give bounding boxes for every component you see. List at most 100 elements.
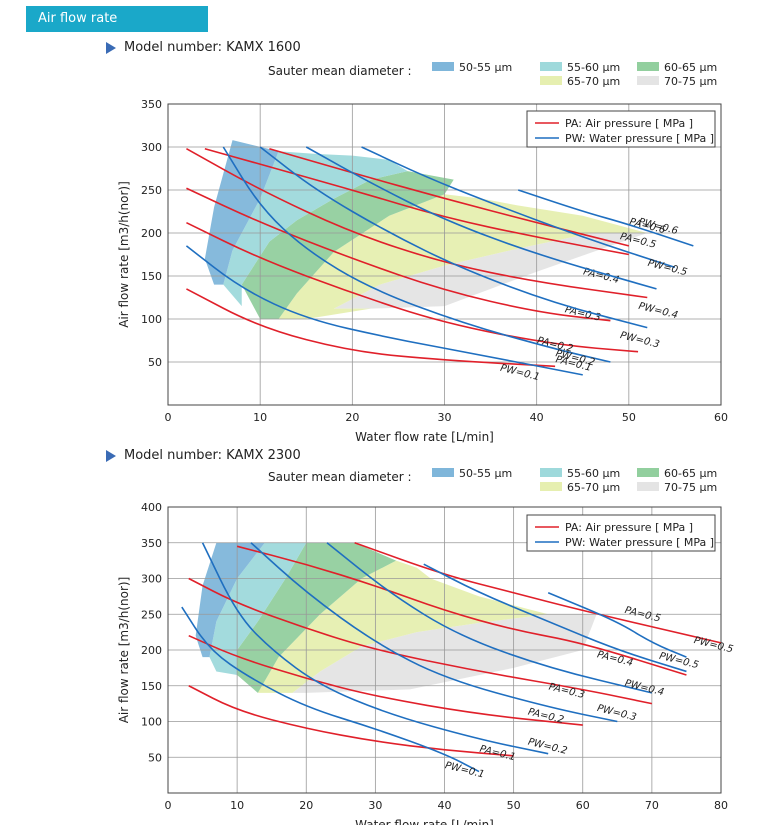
y-tick-label: 50 [148, 356, 162, 369]
smd-legend-swatch [432, 468, 454, 477]
series-line-pa-0-4 [236, 545, 687, 676]
line-legend-label: PA: Air pressure [ MPa ] [565, 521, 693, 534]
x-tick-label: 10 [230, 799, 244, 812]
series-line-pw-0-5 [423, 563, 687, 673]
series-line-pw-0-4 [326, 542, 653, 694]
y-tick-label: 350 [141, 98, 162, 111]
smd-legend-swatch [540, 482, 562, 491]
y-tick-label: 300 [141, 573, 162, 586]
smd-legend-swatch [637, 76, 659, 85]
series-line-pw-0-5 [361, 146, 676, 269]
x-tick-label: 60 [576, 799, 590, 812]
line-legend-label: PA: Air pressure [ MPa ] [565, 117, 693, 130]
smd-legend-label: 50-55 μm [459, 61, 512, 74]
series-line-pa-0-5 [204, 147, 629, 256]
x-axis-label: Water flow rate [L/min] [355, 430, 494, 444]
x-tick-label: 20 [299, 799, 313, 812]
x-tick-label: 10 [253, 411, 267, 424]
x-tick-label: 80 [714, 799, 728, 812]
smd-legend-swatch [540, 76, 562, 85]
smd-region-2 [241, 171, 454, 319]
series-line-pa-0-1 [188, 685, 514, 757]
smd-legend-label: 50-55 μm [459, 467, 512, 480]
smd-legend-swatch [432, 62, 454, 71]
x-axis-label: Water flow rate [L/min] [355, 818, 494, 825]
y-tick-label: 100 [141, 313, 162, 326]
series-line-pa-0-2 [188, 634, 583, 726]
x-tick-label: 20 [345, 411, 359, 424]
series-line-pw-0-4 [305, 146, 657, 290]
plot-frame [167, 103, 722, 406]
y-tick-label: 250 [141, 184, 162, 197]
plot-frame [167, 506, 722, 794]
y-tick-label: 400 [141, 501, 162, 514]
y-tick-label: 50 [148, 751, 162, 764]
line-legend-box [526, 110, 716, 148]
smd-legend-label: 55-60 μm [567, 61, 620, 74]
series-line-pw-0-1 [185, 245, 583, 376]
y-tick-label: 200 [141, 227, 162, 240]
line-legend-box [526, 514, 716, 552]
x-tick-label: 60 [714, 411, 728, 424]
triangle-icon [106, 449, 116, 462]
smd-region-1 [257, 560, 549, 693]
series-line-pw-0-2 [201, 542, 549, 755]
smd-legend-label: 55-60 μm [567, 467, 620, 480]
smd-legend-swatch [540, 62, 562, 71]
series-line-pa-0-4 [186, 148, 648, 299]
x-tick-label: 30 [438, 411, 452, 424]
smd-legend-label: 60-65 μm [664, 61, 717, 74]
smd-region-4 [195, 542, 265, 658]
y-tick-label: 150 [141, 270, 162, 283]
smd-legend-title: Sauter mean diameter : [268, 470, 412, 484]
smd-region-3 [209, 542, 307, 676]
y-tick-label: 100 [141, 716, 162, 729]
series-line-pa-0-6 [269, 147, 630, 247]
x-tick-label: 50 [507, 799, 521, 812]
smd-legend-label: 65-70 μm [567, 75, 620, 88]
smd-legend-swatch [637, 482, 659, 491]
series-line-pa-0-1 [186, 288, 556, 368]
x-tick-label: 0 [165, 799, 172, 812]
y-tick-label: 300 [141, 141, 162, 154]
y-tick-label: 250 [141, 608, 162, 621]
smd-legend-label: 70-75 μm [664, 481, 717, 494]
smd-region-0 [333, 233, 648, 309]
series-line-pw-0-5 [547, 592, 687, 658]
x-tick-label: 50 [622, 411, 636, 424]
x-tick-label: 70 [645, 799, 659, 812]
y-tick-label: 350 [141, 537, 162, 550]
x-tick-label: 40 [530, 411, 544, 424]
smd-legend-swatch [637, 62, 659, 71]
chart-kamx1600: 0 10 20 30 40 50 6050100150200250300350PA=0.1P… [117, 61, 728, 444]
smd-legend-swatch [637, 468, 659, 477]
smd-legend-label: 70-75 μm [664, 75, 717, 88]
y-tick-label: 150 [141, 680, 162, 693]
chart-kamx2300: 0 10 20 30 40 50 60 70 80 50 100 150 200 250 300 350 400… [117, 467, 734, 825]
x-tick-label: 30 [368, 799, 382, 812]
smd-legend-title: Sauter mean diameter : [268, 64, 412, 78]
model-label-kamx1600: Model number: KAMX 1600 [106, 40, 301, 55]
line-legend-label: PW: Water pressure [ MPa ] [565, 132, 714, 145]
triangle-icon [106, 41, 116, 54]
smd-legend-label: 65-70 μm [567, 481, 620, 494]
series-line-pw-0-6 [517, 189, 694, 247]
series-line-pw-0-3 [259, 146, 648, 329]
series-line-pw-0-3 [250, 542, 618, 723]
model-label-text: Model number: KAMX 2300 [124, 448, 301, 463]
section-banner: Air flow rate characteristic [26, 6, 208, 52]
x-tick-label: 0 [165, 411, 172, 424]
y-axis-label: Air flow rate [m3/h(nor)] [117, 181, 131, 328]
model-label-text: Model number: KAMX 1600 [124, 40, 301, 55]
series-line-pw-0-2 [222, 146, 611, 363]
y-tick-label: 200 [141, 644, 162, 657]
series-line-pa-0-3 [186, 187, 611, 322]
y-axis-label: Air flow rate [m3/h(nor)] [117, 577, 131, 724]
x-tick-label: 40 [438, 799, 452, 812]
smd-region-1 [278, 194, 648, 319]
smd-legend-swatch [540, 468, 562, 477]
line-legend-label: PW: Water pressure [ MPa ] [565, 536, 714, 549]
series-line-pa-0-2 [186, 221, 639, 353]
series-line-pw-0-1 [181, 606, 480, 773]
model-label-kamx2300: Model number: KAMX 2300 [106, 448, 301, 463]
